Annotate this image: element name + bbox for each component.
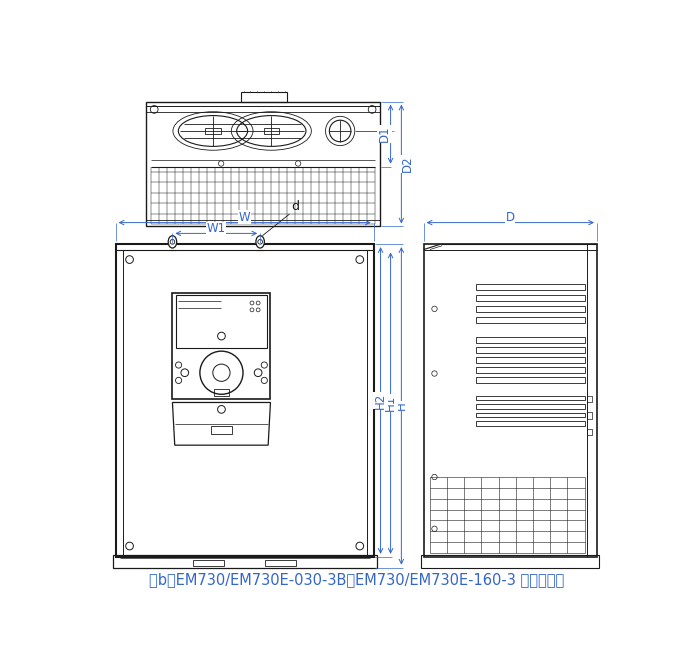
Text: D1: D1 [378,126,391,142]
Bar [475,377,585,383]
Bar [424,244,597,557]
Ellipse shape [168,236,177,248]
Bar [173,293,271,399]
Bar [475,413,585,418]
Bar [205,128,221,134]
Bar [264,128,279,134]
Bar [265,560,296,566]
Bar [475,422,585,426]
Bar [421,555,599,568]
Text: d: d [291,200,299,212]
Bar [475,347,585,353]
Bar [475,337,585,343]
Ellipse shape [256,236,264,248]
Bar [214,389,229,395]
Bar [475,284,585,291]
Bar [475,404,585,409]
Bar [211,426,232,434]
Bar [475,306,585,312]
Bar [113,555,377,568]
Bar [587,396,592,403]
Text: H2: H2 [374,392,387,409]
Bar [193,560,224,566]
Bar [175,295,267,348]
Bar [475,357,585,363]
Bar [116,244,374,557]
Bar [587,413,592,419]
Bar [242,92,287,102]
Bar [475,367,585,373]
Bar [475,396,585,401]
Text: H1: H1 [384,395,397,411]
Bar [587,429,592,435]
Text: D: D [506,210,515,224]
Text: W1: W1 [207,222,226,235]
Text: D2: D2 [401,156,414,172]
Text: （b）EM730/EM730E-030-3B～EM730/EM730E-160-3 变频器外形: （b）EM730/EM730E-030-3B～EM730/EM730E-160-… [149,572,564,587]
Bar [146,102,380,226]
Text: W: W [239,210,251,224]
Bar [475,295,585,301]
Text: H: H [395,401,408,410]
Bar [475,317,585,323]
